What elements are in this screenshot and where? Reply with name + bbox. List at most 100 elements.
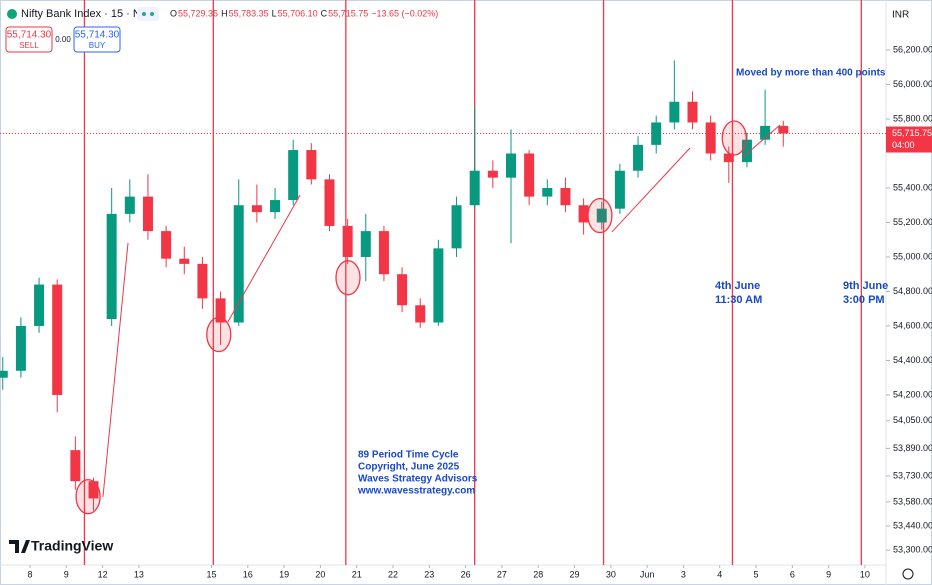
x-tick-label: 6 [790,569,795,579]
ohlc-value: 55,783.35 [229,8,269,18]
spread: 0.00 [55,35,71,44]
y-tick-label: 53,580.00 [893,496,932,506]
y-tick-label: 53,890.00 [893,443,932,453]
y-tick-label: 55,000.00 [893,251,932,261]
candle-body [723,153,734,163]
candle-body [651,122,662,145]
y-tick-label: 53,300.00 [893,545,932,555]
candle-body [197,263,208,299]
currency: INR [892,10,909,21]
candle-body [760,125,771,140]
candle-body [433,248,444,323]
settings-icon[interactable] [902,568,914,580]
ohlc-value: 55,729.35 [178,8,218,18]
x-tick-label: 19 [279,569,289,579]
x-tick-label: 13 [134,569,144,579]
candle-body [215,298,226,323]
y-tick-label: 56,200.00 [893,44,932,54]
last-price-box [886,126,932,153]
x-tick-label: 22 [388,569,398,579]
buy-label: BUY [89,41,106,50]
cycle-circle [587,197,613,234]
candle-body [687,101,698,123]
trend-line [611,147,691,233]
candle-body [251,205,262,213]
ohlc-key: O [170,8,177,18]
candle-body [288,150,299,201]
candle-body [0,370,8,378]
candle-body [161,231,172,259]
ohlc-value: 55,715.75 [328,8,368,18]
candle-body [469,170,480,206]
trend-line [227,194,301,323]
cycle-circle [75,479,101,515]
candle-body [669,101,680,123]
x-tick-label: 15 [206,569,216,579]
candle-body [505,153,516,178]
cycle-circle [206,316,232,353]
y-tick-label: 54,200.00 [893,389,932,399]
annotation: 9th June [843,280,888,292]
candle-body [233,205,244,323]
annotation: 4th June [715,280,760,292]
annotation: Waves Strategy Advisors [358,474,478,485]
candle-body [542,187,553,197]
annotation: Moved by more than 400 points [736,68,886,79]
countdown: 04:00 [892,140,915,150]
x-tick-label: 23 [424,569,434,579]
x-tick-label: 16 [243,569,253,579]
x-tick-label: 8 [27,569,32,579]
candle-body [778,125,789,134]
x-tick-label: 29 [570,569,580,579]
x-tick-label: 20 [315,569,325,579]
y-tick-label: 53,730.00 [893,470,932,480]
last-price: 55,715.75 [892,128,932,138]
toggle-dot [150,12,154,16]
brand: TradingView [31,538,113,554]
sell-button[interactable] [5,26,53,53]
candle-body [578,205,589,223]
x-tick-label: Jun [640,569,655,579]
cycle-circle [721,120,747,156]
ohlc-value: 55,706.10 [278,8,318,18]
candle-body [487,170,498,178]
brand-logo [9,540,30,553]
candle-body [52,284,63,395]
annotation: 3:00 PM [843,294,885,306]
x-tick-label: 26 [461,569,471,579]
candle-body [596,208,607,223]
candle-body [360,231,371,257]
candle-body [741,139,752,163]
x-tick-label: 3 [681,569,686,579]
candle-body [270,200,281,213]
buy-button[interactable] [73,26,121,53]
sell-price: 55,714.30 [7,30,52,41]
trend-line [102,242,129,497]
candle-body [342,225,353,257]
candle-body [306,150,317,180]
x-tick-label: 30 [606,569,616,579]
ohlc-key: L [272,8,277,18]
candle-body [124,196,135,214]
candle-body [142,196,153,232]
x-tick-label: 28 [533,569,543,579]
annotation: Copyright, June 2025 [358,462,460,473]
candle-body [524,153,535,197]
candle-body [397,274,408,306]
plot-area [0,0,886,565]
indicator-toggle[interactable] [137,7,159,21]
candle-body [179,258,190,264]
candle-body [451,205,462,249]
x-tick-label: 27 [497,569,507,579]
candle-body [70,450,81,482]
toggle-dot [142,12,146,16]
x-tick-label: 9 [826,569,831,579]
annotation: www.wavesstrategy.com [357,486,475,497]
candle-body [378,231,389,275]
candle-body [106,213,117,320]
ohlc-key: C [321,8,328,18]
candle-body [88,481,99,499]
candle-body [705,122,716,154]
ohlc-values: O 55,729.35 H 55,783.35 L 55,706.10 C 55,715.75… [170,8,438,18]
